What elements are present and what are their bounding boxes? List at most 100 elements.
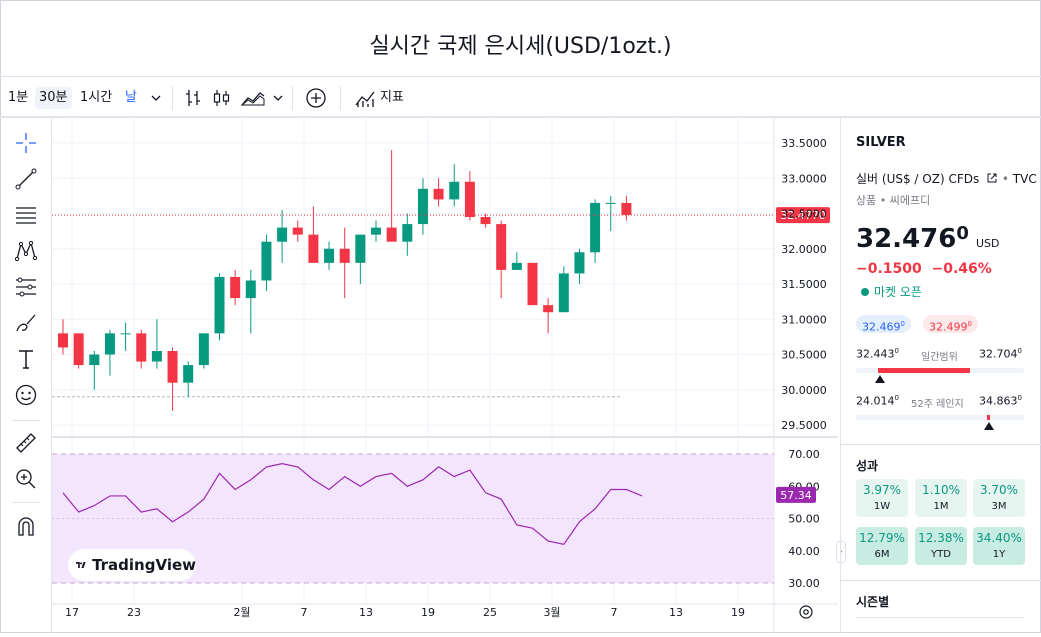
candle-body bbox=[574, 252, 585, 274]
last-price-label: 32.4770 bbox=[780, 209, 826, 222]
tool-separator bbox=[12, 420, 40, 421]
interval-day-button[interactable]: 날 bbox=[125, 90, 137, 105]
interval-1h-button[interactable]: 1시간 bbox=[80, 90, 113, 105]
price-axis-label: 33.0000 bbox=[781, 172, 827, 185]
price-axis-label: 33.5000 bbox=[781, 137, 827, 150]
performance-cell[interactable]: 12.79% 6M bbox=[856, 527, 908, 565]
seasonals-title: 시즌별 bbox=[856, 595, 890, 609]
rsi-axis-label: 50.00 bbox=[788, 513, 820, 526]
trend-line-icon[interactable] bbox=[12, 165, 40, 193]
candle-body bbox=[433, 188, 444, 200]
tradingview-logo[interactable]: TradingView bbox=[68, 549, 196, 581]
candle-body bbox=[73, 333, 84, 366]
candle-body bbox=[120, 333, 131, 335]
time-axis-label: 19 bbox=[421, 606, 435, 619]
external-link-icon[interactable] bbox=[986, 172, 998, 184]
divider bbox=[0, 116, 1041, 118]
brush-icon[interactable] bbox=[12, 309, 40, 337]
candle-body bbox=[355, 234, 366, 263]
chevron-down-icon[interactable] bbox=[150, 87, 162, 109]
wk52-range-fill bbox=[987, 415, 990, 420]
price-axis-label: 30.0000 bbox=[781, 384, 827, 397]
time-axis-label: 23 bbox=[127, 606, 141, 619]
symbol-category-row: 상품 • 씨에프디 bbox=[856, 194, 931, 207]
rsi-value-label: 57.34 bbox=[780, 489, 812, 502]
day-low: 32.4430 bbox=[856, 347, 899, 361]
performance-cell[interactable]: 1.10% 1M bbox=[915, 479, 967, 517]
day-range-bar bbox=[856, 368, 1024, 373]
add-compare-icon[interactable] bbox=[305, 87, 327, 109]
price-axis-label: 32.5000 bbox=[781, 208, 827, 221]
candle-body bbox=[151, 350, 162, 362]
settings-gear-icon bbox=[803, 609, 809, 615]
candle-body bbox=[324, 248, 335, 263]
interval-30m-button[interactable]: 30분 bbox=[35, 87, 72, 109]
price-axis-label: 30.5000 bbox=[781, 349, 827, 362]
emoji-icon[interactable] bbox=[12, 381, 40, 409]
toolbar-separator bbox=[292, 86, 293, 110]
symbol-ticker: SILVER bbox=[856, 135, 906, 150]
text-icon[interactable] bbox=[12, 345, 40, 373]
time-axis-label: 17 bbox=[65, 606, 79, 619]
last-price-value: 32.476 bbox=[856, 224, 957, 254]
crosshair-icon[interactable] bbox=[12, 129, 40, 157]
price-change-pct: −0.46% bbox=[931, 261, 992, 277]
candle-body bbox=[292, 227, 303, 235]
toolbar-separator bbox=[172, 86, 173, 110]
candle-body bbox=[339, 248, 350, 263]
chevron-down-icon[interactable] bbox=[272, 87, 284, 109]
candle-body bbox=[261, 241, 272, 281]
candle-body bbox=[464, 181, 475, 218]
candle-body bbox=[245, 280, 256, 299]
magnet-icon[interactable] bbox=[12, 513, 40, 541]
candle-body bbox=[543, 305, 554, 313]
price-change: −0.1500 bbox=[856, 261, 922, 277]
candle-body bbox=[402, 224, 413, 242]
market-status-text: 마켓 오픈 bbox=[874, 285, 922, 299]
bid-badge: 32.4690 bbox=[856, 315, 911, 334]
indicators-button[interactable]: 지표 bbox=[380, 90, 404, 105]
settings-gear-icon[interactable] bbox=[799, 605, 813, 619]
candle-body bbox=[386, 227, 397, 242]
candle-chart-icon[interactable] bbox=[212, 87, 232, 109]
last-price: 32.4760 USD bbox=[856, 223, 999, 254]
price-axis-label: 32.0000 bbox=[781, 243, 827, 256]
wk52-range-marker-icon bbox=[984, 422, 994, 430]
rsi-axis-label: 70.00 bbox=[788, 448, 820, 461]
tradingview-watermark: TradingView bbox=[92, 556, 196, 574]
candle-body bbox=[449, 181, 460, 200]
candle-body bbox=[89, 354, 100, 366]
indicators-icon[interactable] bbox=[354, 87, 376, 109]
ruler-icon[interactable] bbox=[12, 429, 40, 457]
last-price-sup: 0 bbox=[956, 223, 969, 244]
performance-cell[interactable]: 34.40% 1Y bbox=[973, 527, 1025, 565]
wk52-low: 24.0140 bbox=[856, 394, 899, 408]
performance-cell[interactable]: 3.97% 1W bbox=[856, 479, 908, 517]
candle-body bbox=[621, 202, 632, 215]
time-axis-label: 13 bbox=[359, 606, 373, 619]
candle-body bbox=[277, 227, 288, 242]
currency: USD bbox=[975, 237, 1000, 250]
tool-separator bbox=[12, 502, 40, 503]
bar-chart-icon[interactable] bbox=[184, 87, 202, 109]
candle-body bbox=[417, 188, 428, 225]
toolbar: 1분 30분 1시간 날 지표 bbox=[0, 78, 1041, 116]
panel-divider bbox=[841, 444, 1041, 445]
interval-1m-button[interactable]: 1분 bbox=[8, 90, 29, 105]
performance-cell[interactable]: 3.70% 3M bbox=[973, 479, 1025, 517]
symbol-category2: 씨에프디 bbox=[889, 194, 931, 207]
forecast-icon[interactable] bbox=[12, 273, 40, 301]
drawing-toolbar bbox=[0, 117, 52, 633]
candle-body bbox=[605, 202, 616, 204]
performance-cell[interactable]: 12.38% YTD bbox=[915, 527, 967, 565]
chart-area[interactable]: 32.4770 33.5000 33.0000 32.5000 32.0000 31.50… bbox=[52, 117, 838, 633]
pattern-icon[interactable] bbox=[12, 237, 40, 265]
candle-body bbox=[167, 350, 178, 383]
price-change-row: −0.1500 −0.46% bbox=[856, 261, 992, 277]
market-status: 마켓 오픈 bbox=[861, 283, 922, 300]
fib-icon[interactable] bbox=[12, 201, 40, 229]
area-chart-icon[interactable] bbox=[240, 87, 266, 109]
price-axis-label: 31.0000 bbox=[781, 313, 827, 326]
candle-body bbox=[136, 333, 147, 362]
zoom-in-icon[interactable] bbox=[12, 465, 40, 493]
